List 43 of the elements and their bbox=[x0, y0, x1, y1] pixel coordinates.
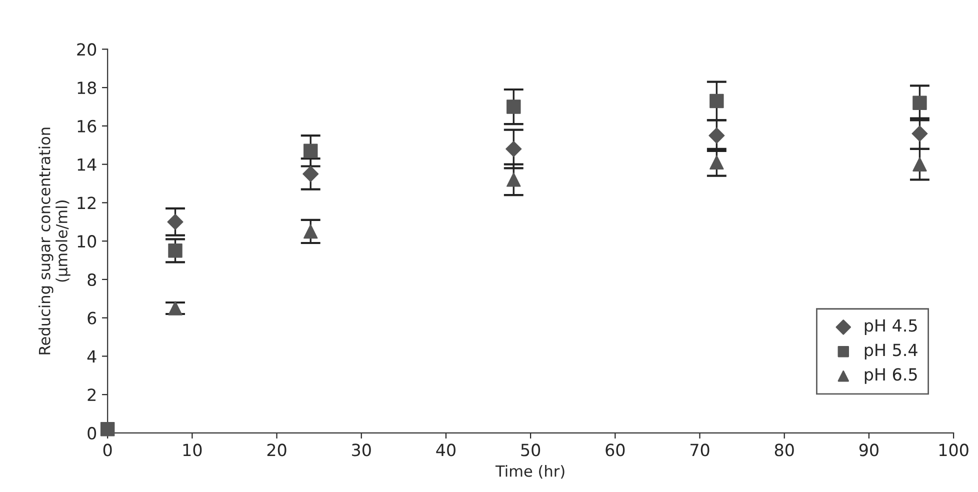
x-tick-label: 10 bbox=[183, 444, 202, 456]
point bbox=[100, 422, 115, 436]
x-tick-label: 20 bbox=[267, 444, 286, 456]
point bbox=[506, 100, 521, 114]
point bbox=[506, 172, 521, 187]
point bbox=[912, 157, 927, 172]
x-tick-label: 70 bbox=[690, 444, 710, 456]
point bbox=[710, 155, 724, 170]
point bbox=[302, 166, 319, 182]
point bbox=[708, 128, 725, 144]
x-tick-label: 60 bbox=[606, 444, 625, 456]
x-tick-label: 40 bbox=[436, 444, 456, 456]
point bbox=[506, 140, 522, 158]
y-tick-label: 6 bbox=[88, 312, 96, 324]
point bbox=[912, 126, 928, 142]
point bbox=[912, 96, 927, 110]
point bbox=[168, 244, 182, 258]
y-tick-label: 14 bbox=[78, 158, 96, 171]
x-tick-label: 50 bbox=[521, 444, 540, 456]
x-axis-title: Time (hr) bbox=[495, 465, 564, 479]
legend-label: pH 6.5 bbox=[864, 368, 917, 384]
legend-label: pH 5.4 bbox=[864, 344, 918, 360]
y-tick-label: 16 bbox=[78, 120, 96, 133]
point bbox=[167, 214, 184, 230]
x-tick-label: 0 bbox=[103, 444, 112, 456]
x-tick-label: 80 bbox=[774, 444, 794, 456]
y-tick-label: 8 bbox=[88, 273, 96, 286]
y-tick-label: 0 bbox=[88, 426, 96, 440]
y-tick-label: 10 bbox=[78, 235, 96, 248]
y-tick-label: 2 bbox=[88, 388, 96, 401]
y-tick-label: 20 bbox=[77, 43, 96, 56]
y-axis-title: Reducing sugar concentration (µmole/ml) bbox=[38, 128, 70, 354]
x-tick-label: 30 bbox=[352, 444, 371, 456]
y-tick-label: 12 bbox=[78, 196, 96, 210]
point bbox=[303, 144, 318, 158]
point bbox=[710, 94, 724, 108]
legend-label: pH 4.5 bbox=[864, 319, 917, 335]
point bbox=[303, 224, 318, 239]
point bbox=[168, 301, 182, 316]
x-tick-label: 90 bbox=[859, 444, 878, 456]
y-tick-label: 4 bbox=[87, 350, 96, 363]
x-tick-label: 100 bbox=[939, 444, 968, 456]
y-tick-label: 18 bbox=[78, 82, 96, 94]
